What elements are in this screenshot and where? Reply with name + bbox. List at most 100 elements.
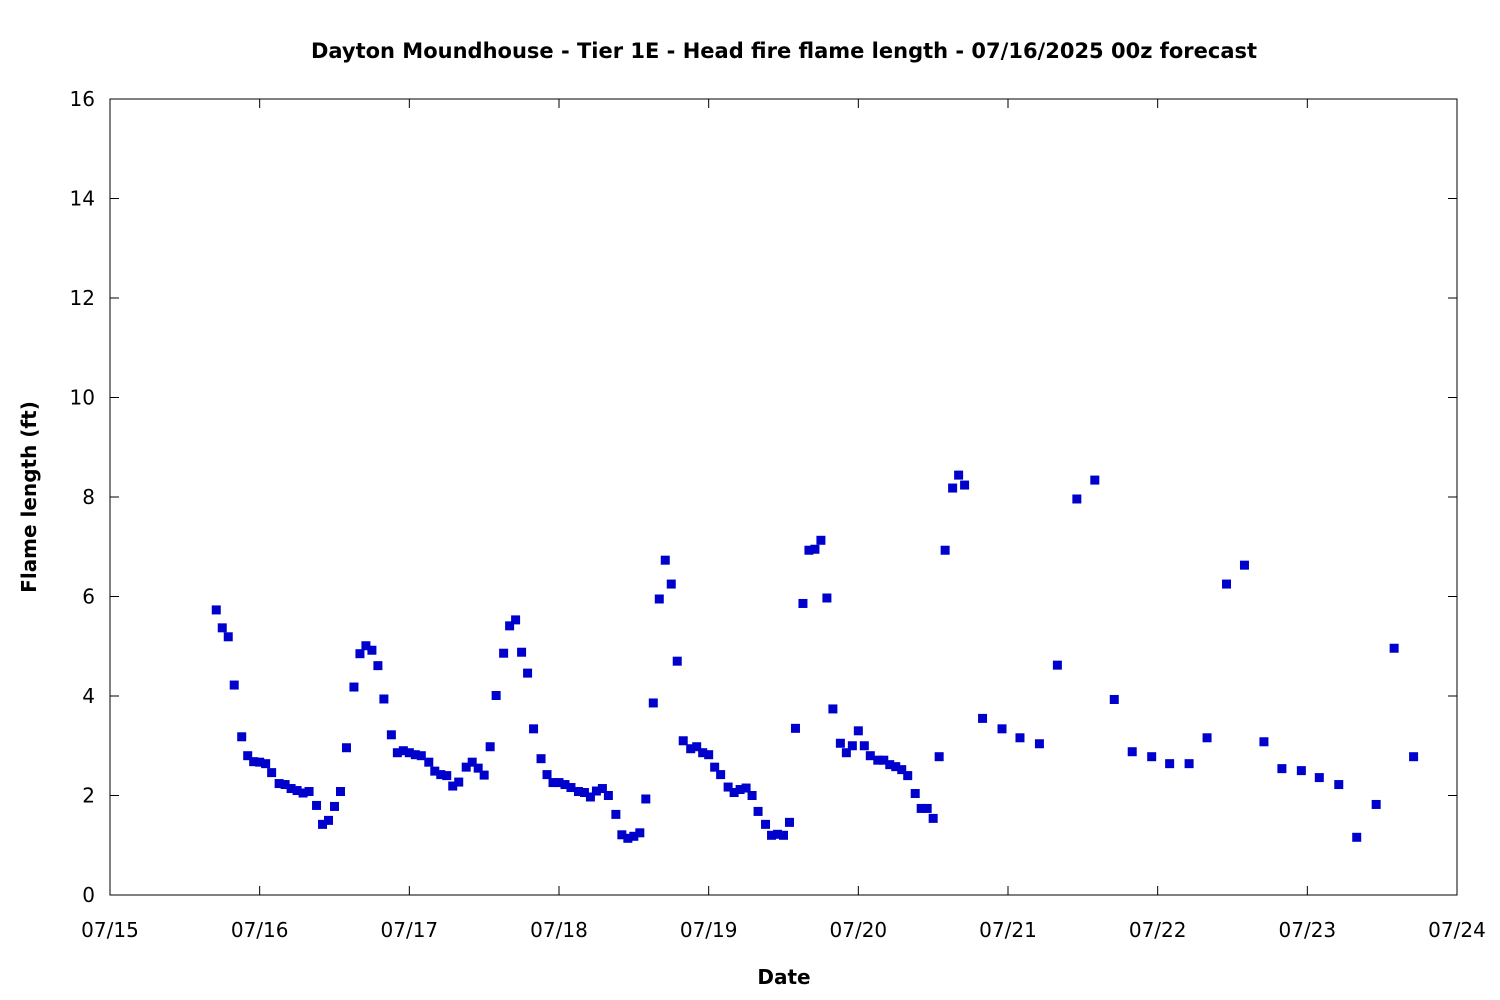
data-point (1296, 766, 1306, 776)
x-tick-label: 07/19 (680, 918, 738, 942)
y-tick-label: 10 (70, 386, 95, 410)
data-point (361, 641, 371, 651)
data-point (548, 778, 558, 788)
data-point (485, 742, 495, 752)
data-point (804, 545, 814, 555)
x-tick-label: 07/21 (979, 918, 1037, 942)
x-tick-label: 07/18 (530, 918, 588, 942)
data-point (897, 765, 907, 775)
data-point (274, 779, 284, 789)
data-point (585, 792, 595, 802)
data-point (223, 632, 233, 642)
data-point (934, 752, 944, 762)
data-point (430, 766, 440, 776)
data-point (318, 819, 328, 829)
data-point (828, 704, 838, 714)
data-point (922, 803, 932, 813)
data-point (448, 781, 458, 791)
data-point (910, 789, 920, 799)
data-point (1389, 643, 1399, 653)
data-point (1109, 694, 1119, 704)
data-point (790, 723, 800, 733)
data-point (879, 755, 889, 765)
data-point (335, 787, 345, 797)
data-point (873, 755, 883, 765)
y-tick-label: 12 (70, 286, 95, 310)
data-point (1222, 579, 1232, 589)
data-point (916, 803, 926, 813)
data-point (410, 750, 420, 760)
data-point (729, 788, 739, 798)
y-tick-label: 16 (70, 87, 95, 111)
data-point (261, 759, 271, 769)
data-point (954, 470, 964, 480)
x-axis: 07/15 07/16 07/17 07/18 07/19 07/20 07/21 07/22… (81, 99, 1486, 942)
data-point (865, 751, 875, 761)
data-point (479, 770, 489, 780)
data-point (424, 757, 434, 767)
data-point (579, 788, 589, 798)
data-point (1352, 832, 1362, 842)
x-tick-label: 07/24 (1428, 918, 1486, 942)
data-point (566, 783, 576, 793)
x-tick-label: 07/20 (830, 918, 888, 942)
data-point (1314, 773, 1324, 783)
data-point (859, 741, 869, 751)
data-point (373, 661, 383, 671)
y-tick-label: 6 (82, 585, 95, 609)
data-point (286, 784, 296, 794)
data-point (467, 757, 477, 767)
data-point (591, 786, 601, 796)
plot-area (109, 98, 1458, 896)
chart-title: Dayton Moundhouse - Tier 1E - Head fire … (311, 39, 1257, 63)
data-point (304, 787, 314, 797)
data-point (692, 742, 702, 752)
data-point (1334, 780, 1344, 790)
data-point (349, 682, 359, 692)
y-tick-label: 14 (70, 187, 95, 211)
data-point (773, 829, 783, 839)
data-point (853, 726, 863, 736)
data-point (784, 817, 794, 827)
data-points (211, 470, 1419, 843)
data-point (454, 777, 464, 787)
data-point (928, 813, 938, 823)
data-point (761, 819, 771, 829)
y-tick-label: 4 (82, 684, 95, 708)
data-point (1072, 494, 1082, 504)
data-point (1015, 733, 1025, 743)
data-point (249, 757, 259, 767)
data-point (1052, 660, 1062, 670)
x-tick-label: 07/16 (231, 918, 289, 942)
data-point (997, 724, 1007, 734)
data-point (597, 784, 607, 794)
data-point (641, 794, 651, 804)
data-point (436, 770, 446, 780)
data-point (841, 748, 851, 758)
data-point (416, 751, 426, 761)
data-point (741, 783, 751, 793)
data-point (517, 647, 527, 657)
x-tick-label: 07/15 (81, 918, 139, 942)
data-point (810, 544, 820, 554)
data-point (753, 806, 763, 816)
data-point (611, 809, 621, 819)
data-point (978, 713, 988, 723)
data-point (1277, 764, 1287, 774)
data-point (654, 594, 664, 604)
x-tick-label: 07/22 (1129, 918, 1187, 942)
data-point (491, 691, 501, 701)
data-point (629, 831, 639, 841)
data-point (666, 579, 676, 589)
data-point (960, 480, 970, 490)
data-point (542, 770, 552, 780)
x-tick-label: 07/17 (381, 918, 439, 942)
data-point (1371, 799, 1381, 809)
data-point (735, 785, 745, 795)
data-point (330, 801, 339, 811)
data-point (716, 770, 726, 780)
x-tick-label: 07/23 (1279, 918, 1337, 942)
data-point (1202, 733, 1212, 743)
x-axis-label: Date (757, 965, 810, 989)
